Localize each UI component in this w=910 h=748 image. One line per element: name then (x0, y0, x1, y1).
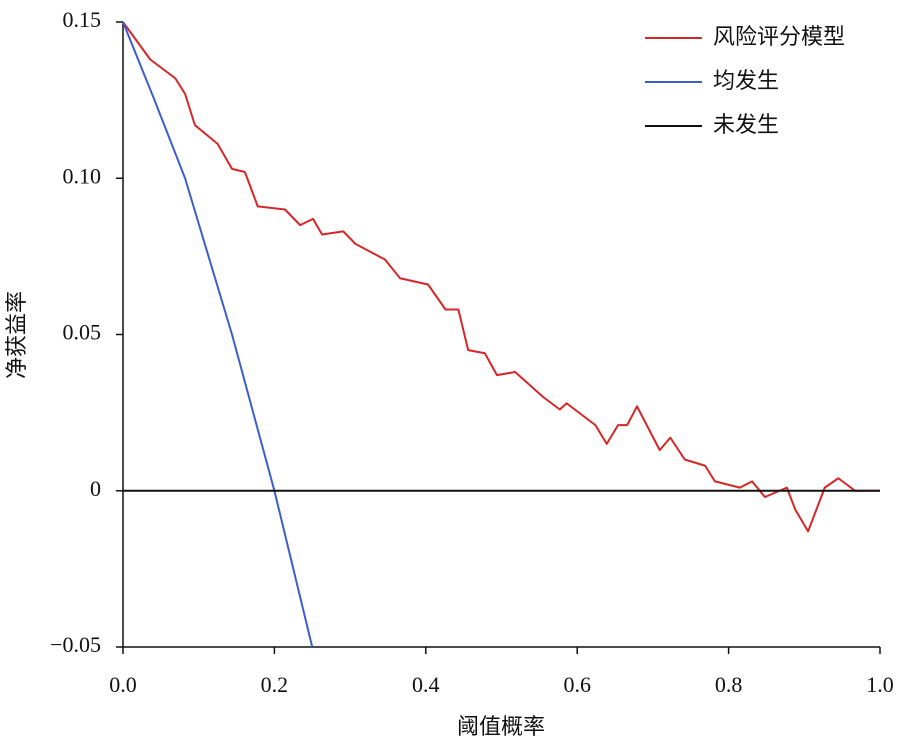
y-tick-label: 0.10 (63, 163, 102, 188)
x-tick-label: 0.2 (261, 672, 289, 697)
x-tick-label: 0.8 (715, 672, 743, 697)
x-axis-title: 阈值概率 (457, 715, 545, 740)
y-tick-label: −0.05 (50, 632, 101, 657)
series-line (122, 21, 880, 533)
x-tick-label: 1.0 (866, 672, 894, 697)
y-tick-label: 0 (90, 476, 101, 501)
x-tick-label: 0.0 (109, 672, 137, 697)
series-line (122, 21, 314, 648)
y-axis-title: 净获益率 (5, 291, 30, 379)
y-tick-label: 0.05 (63, 320, 102, 345)
legend-label: 均发生 (713, 69, 779, 94)
x-tick-label: 0.6 (563, 672, 591, 697)
legend-label: 未发生 (713, 113, 779, 138)
y-tick-label: 0.15 (63, 7, 102, 32)
x-tick-label: 0.4 (412, 672, 440, 697)
legend-label: 风险评分模型 (713, 25, 845, 50)
